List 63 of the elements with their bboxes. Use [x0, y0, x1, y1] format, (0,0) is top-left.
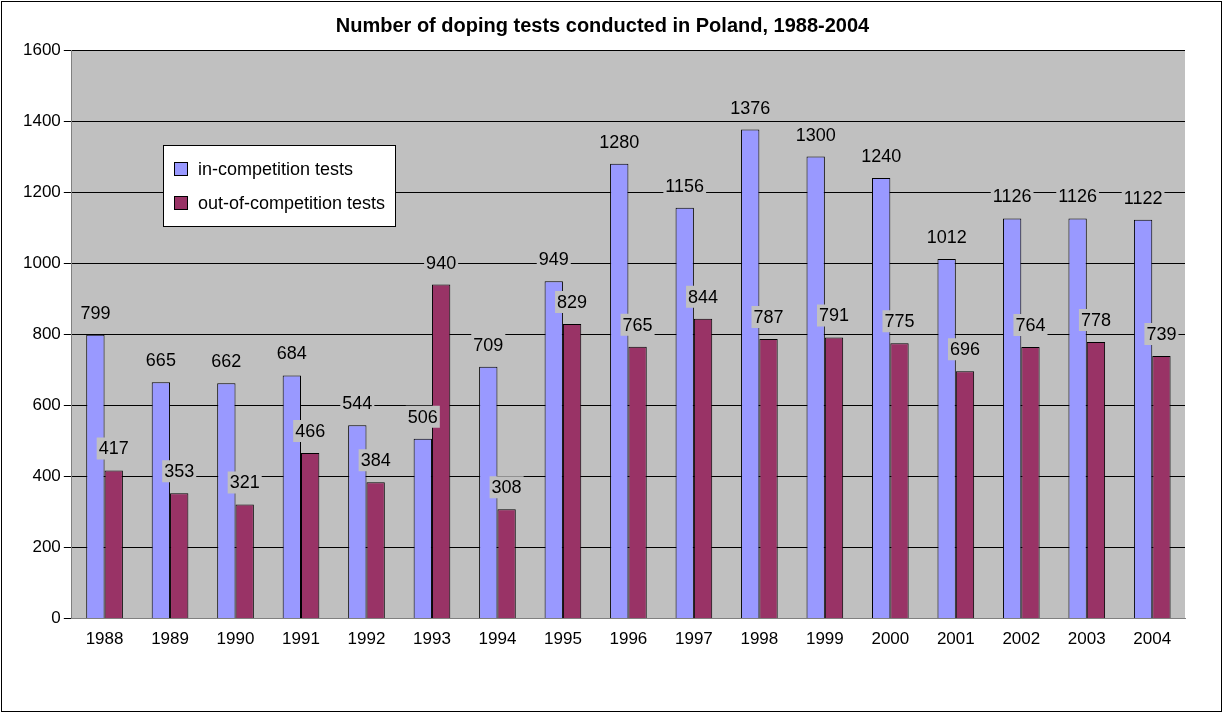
legend-label: in-competition tests: [198, 158, 354, 180]
data-label: 1012: [926, 226, 967, 247]
y-tick-label: 400: [32, 466, 61, 486]
data-label: 1156: [665, 175, 705, 196]
data-label: 466: [295, 420, 326, 441]
data-label: 1300: [795, 124, 836, 145]
legend-label: out-of-competition tests: [198, 192, 386, 214]
x-tick-label: 2002: [1002, 629, 1041, 649]
y-tick-label: 1400: [22, 110, 61, 130]
x-tick-label: 2003: [1067, 629, 1106, 649]
chart-title: Number of doping tests conducted in Poland, 1988-2004: [335, 13, 871, 36]
data-label: 665: [145, 350, 176, 371]
x-tick-label: 1990: [216, 629, 255, 649]
data-label: 829: [557, 291, 588, 312]
x-tick-label: 1995: [544, 629, 582, 649]
y-tick-label: 200: [32, 537, 61, 557]
y-tick-label: 800: [32, 323, 61, 343]
x-tick-label: 1996: [609, 629, 648, 649]
data-label: 506: [407, 406, 438, 427]
data-label: 321: [229, 472, 260, 493]
data-label: 384: [360, 450, 391, 471]
x-tick-label: 2004: [1133, 629, 1172, 649]
data-label: 544: [342, 393, 373, 414]
y-tick-label: 1600: [22, 39, 61, 59]
data-label: 1126: [992, 186, 1032, 207]
x-tick-label: 1992: [347, 629, 386, 649]
data-label: 787: [753, 306, 784, 327]
data-label: 1122: [1123, 187, 1163, 208]
data-label: 417: [98, 438, 129, 459]
data-label: 799: [80, 302, 111, 323]
data-label: 765: [622, 314, 653, 335]
x-tick-label: 2000: [871, 629, 910, 649]
data-label: 949: [538, 249, 569, 270]
x-tick-label: 1994: [478, 629, 517, 649]
x-tick-label: 1993: [413, 629, 451, 649]
data-label: 775: [884, 311, 915, 332]
x-tick-label: 1989: [151, 629, 189, 649]
data-label: 791: [819, 305, 850, 326]
x-tick-label: 1998: [740, 629, 779, 649]
data-label: 353: [164, 461, 195, 482]
data-label: 1376: [730, 97, 771, 118]
y-tick-label: 1200: [22, 181, 61, 201]
x-tick-label: 1988: [85, 629, 124, 649]
y-tick-label: 1000: [22, 252, 61, 272]
data-label: 1240: [861, 145, 902, 166]
x-tick-label: 2001: [936, 629, 975, 649]
data-label: 1280: [599, 131, 640, 152]
y-tick-label: 0: [51, 608, 61, 628]
data-label: 696: [949, 339, 981, 360]
data-label: 1126: [1058, 186, 1097, 207]
data-label: 844: [688, 286, 719, 307]
y-tick-label: 600: [32, 395, 61, 415]
x-tick-label: 1991: [282, 629, 320, 649]
data-label: 778: [1080, 310, 1111, 331]
data-label: 940: [426, 252, 457, 273]
data-label: 308: [491, 477, 522, 498]
data-label: 709: [473, 334, 504, 355]
data-label: 684: [276, 343, 307, 364]
data-label: 662: [211, 351, 242, 372]
data-label: 764: [1015, 315, 1046, 336]
data-label: 739: [1146, 323, 1177, 344]
x-tick-label: 1997: [674, 629, 713, 649]
x-tick-label: 1999: [805, 629, 844, 649]
